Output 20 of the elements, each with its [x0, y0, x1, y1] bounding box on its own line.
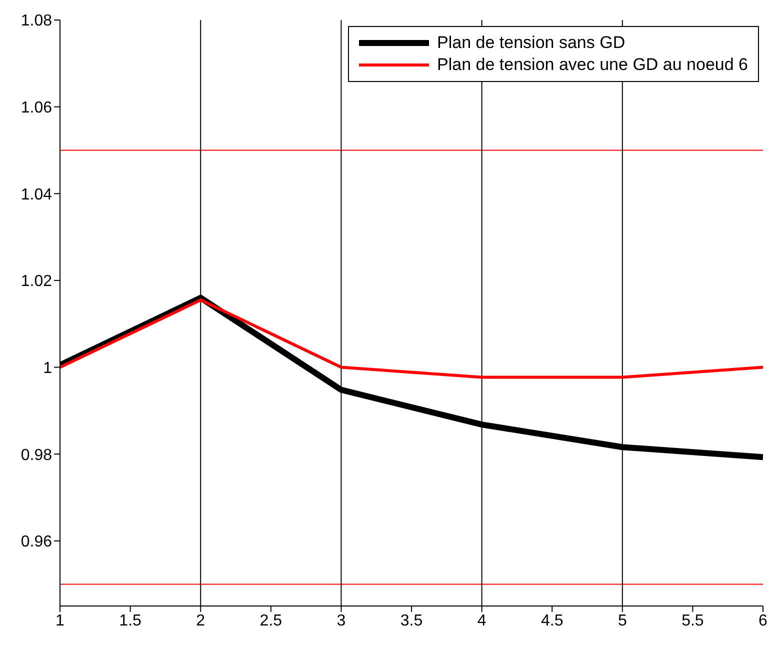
- y-tick-label: 1: [43, 360, 52, 377]
- y-tick-label: 0.96: [20, 534, 52, 551]
- legend-label: Plan de tension avec une GD au noeud 6: [437, 55, 748, 75]
- x-tick-label: 1.5: [119, 612, 142, 630]
- x-tick-label: 2: [196, 612, 206, 630]
- x-tick-label: 1: [56, 612, 65, 630]
- y-tick-label: 1.06: [20, 99, 52, 116]
- x-tick-label: 3: [336, 612, 346, 630]
- legend-label: Plan de tension sans GD: [437, 33, 626, 53]
- y-tick-label: 1.02: [20, 273, 52, 290]
- y-tick-label: 0.98: [20, 446, 52, 464]
- x-tick-label: 6: [758, 612, 768, 630]
- y-tick-label: 1.04: [20, 186, 52, 204]
- x-tick-label: 4: [477, 612, 486, 630]
- x-tick-label: 3.5: [400, 612, 423, 630]
- x-tick-label: 5.5: [682, 612, 704, 630]
- y-tick-label: 1.08: [20, 12, 52, 30]
- x-tick-label: 5: [618, 612, 627, 630]
- x-tick-label: 4.5: [540, 612, 564, 630]
- x-tick-label: 2.5: [260, 612, 282, 630]
